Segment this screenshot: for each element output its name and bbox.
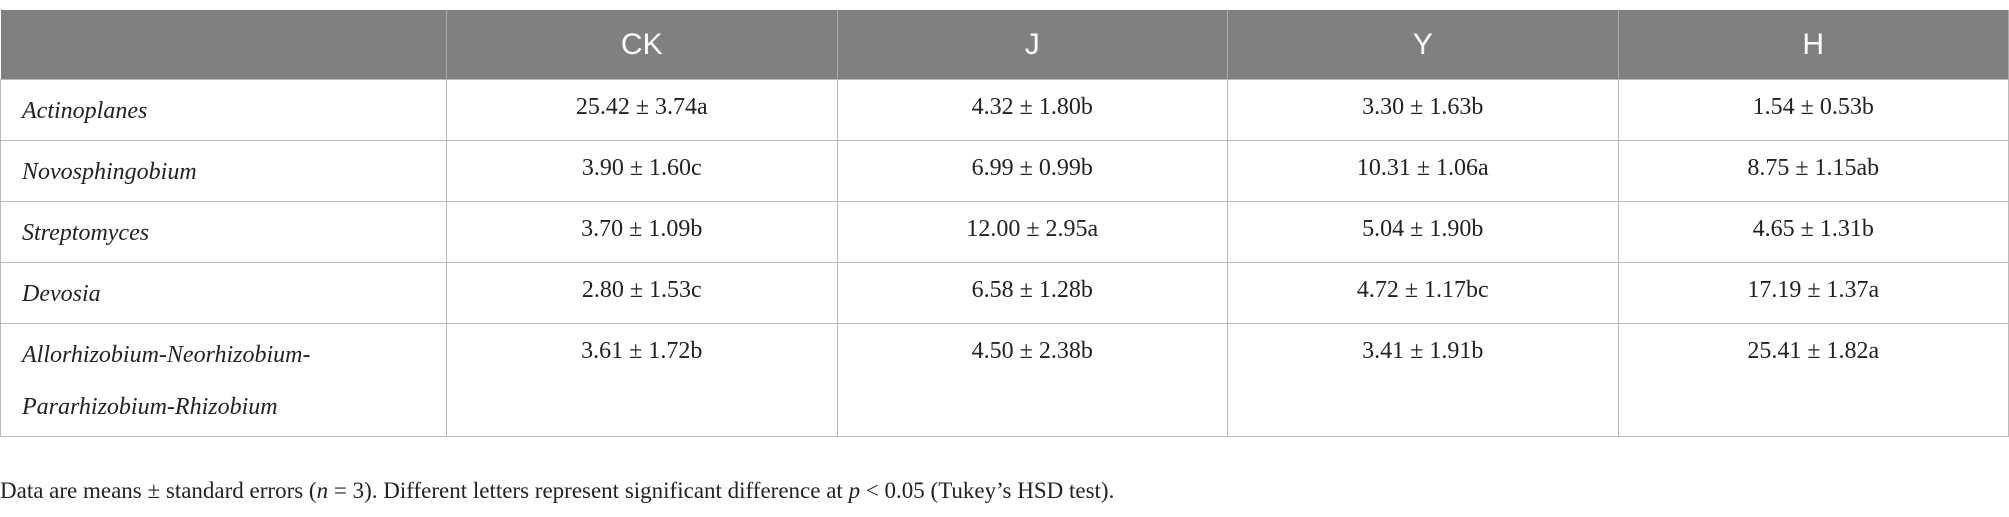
table-cell: 6.58 ± 1.28b (836, 262, 1228, 324)
table-cell: 8.75 ± 1.15ab (1617, 140, 2009, 202)
footnote-text: < 0.05 (Tukey’s HSD test). (860, 478, 1115, 503)
footnote-text: n (316, 478, 329, 503)
table-cell: 6.99 ± 0.99b (836, 140, 1228, 202)
data-table: CK J Y H Actinoplanes 25.42 ± 3.74a 4.32 ± 1.… (0, 10, 2009, 437)
table-cell: 3.30 ± 1.63b (1227, 79, 1619, 141)
header-cell: CK (446, 10, 838, 80)
row-label: Actinoplanes (0, 79, 447, 141)
header-cell: Y (1227, 10, 1619, 80)
header-cell: J (837, 10, 1228, 80)
footnote-text: = 3). Different letters represent signif… (328, 478, 849, 503)
table-row: Devosia 2.80 ± 1.53c 6.58 ± 1.28b 4.72 ± 1.… (0, 262, 2009, 324)
table-cell: 3.61 ± 1.72b (446, 323, 838, 437)
table-cell: 1.54 ± 0.53b (1617, 79, 2009, 141)
table-cell: 25.41 ± 1.82a (1617, 323, 2009, 437)
header-cell (0, 10, 447, 80)
table-cell: 3.70 ± 1.09b (446, 201, 838, 263)
footnote: Data are means ± standard errors (n = 3)… (0, 478, 1114, 504)
table-row: Allorhizobium-Neorhizobium-Pararhizobium… (0, 323, 2009, 437)
row-label: Streptomyces (0, 201, 447, 263)
row-label: Devosia (0, 262, 447, 324)
table-cell: 3.90 ± 1.60c (446, 140, 838, 202)
footnote-text: Data are means ± standard errors ( (0, 478, 317, 503)
table-row: Novosphingobium 3.90 ± 1.60c 6.99 ± 0.99b 1… (0, 140, 2009, 202)
table-body: Actinoplanes 25.42 ± 3.74a 4.32 ± 1.80b 3.3… (0, 79, 2009, 437)
table-cell: 5.04 ± 1.90b (1227, 201, 1619, 263)
table-row: Actinoplanes 25.42 ± 3.74a 4.32 ± 1.80b 3.3… (0, 79, 2009, 141)
table-cell: 4.72 ± 1.17bc (1227, 262, 1619, 324)
header-row: CK J Y H (0, 10, 2009, 80)
table-cell: 4.50 ± 2.38b (836, 323, 1228, 437)
footnote-text: p (848, 478, 861, 503)
table-cell: 10.31 ± 1.06a (1227, 140, 1619, 202)
table-cell: 4.32 ± 1.80b (836, 79, 1228, 141)
table-cell: 12.00 ± 2.95a (836, 201, 1228, 263)
table-cell: 2.80 ± 1.53c (446, 262, 838, 324)
table-row: Streptomyces 3.70 ± 1.09b 12.00 ± 2.95a 5.0… (0, 201, 2009, 263)
row-label: Novosphingobium (0, 140, 447, 202)
table-cell: 17.19 ± 1.37a (1617, 262, 2009, 324)
table-cell: 25.42 ± 3.74a (446, 79, 838, 141)
table-cell: 4.65 ± 1.31b (1617, 201, 2009, 263)
table-cell: 3.41 ± 1.91b (1227, 323, 1619, 437)
row-label: Allorhizobium-Neorhizobium-Pararhizobium… (0, 323, 447, 437)
header-cell: H (1618, 10, 2009, 80)
